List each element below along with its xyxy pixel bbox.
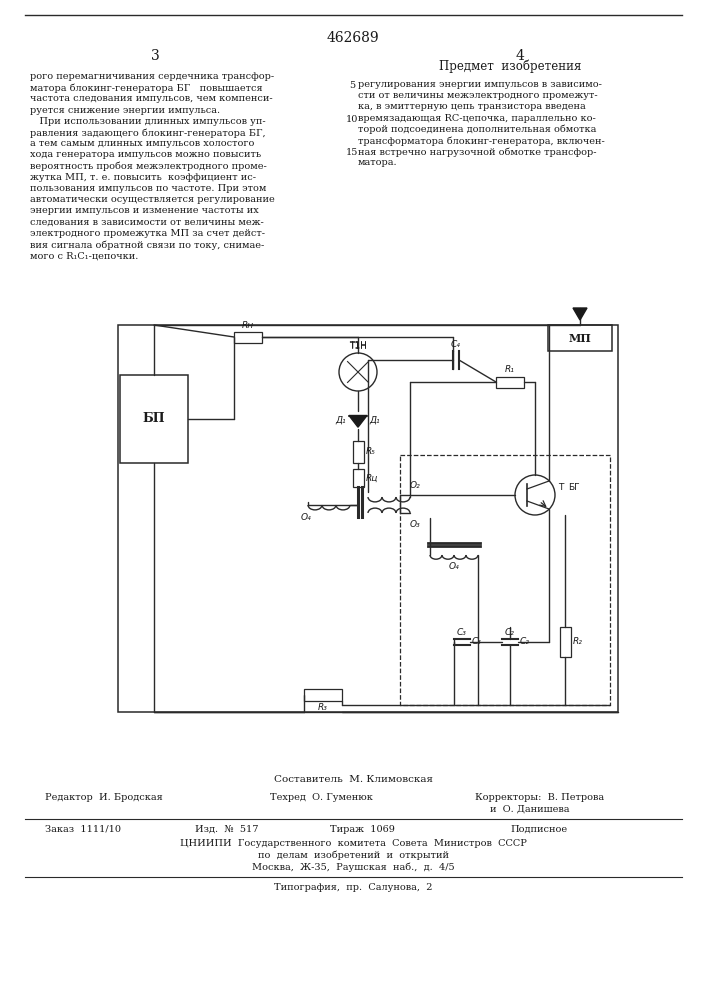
Text: Rн: Rн	[242, 320, 254, 330]
Text: C₂: C₂	[505, 628, 515, 637]
Text: 15: 15	[346, 148, 358, 157]
Bar	[353, 441, 363, 463]
Text: ная встречно нагрузочной обмотке трансфор-: ная встречно нагрузочной обмотке трансфо…	[358, 147, 597, 157]
Text: Типография,  пр.  Салунова,  2: Типография, пр. Салунова, 2	[274, 883, 432, 892]
Text: Тираж  1069: Тираж 1069	[330, 825, 395, 834]
Text: Д₁: Д₁	[335, 416, 346, 424]
Text: хода генератора импульсов можно повысить: хода генератора импульсов можно повысить	[30, 150, 261, 159]
Text: Т: Т	[558, 483, 563, 491]
Text: БГ: БГ	[568, 483, 580, 491]
Text: матора блокинг-генератора БГ   повышается: матора блокинг-генератора БГ повышается	[30, 83, 262, 93]
Bar	[353, 469, 363, 487]
Text: R₅: R₅	[366, 448, 375, 456]
Text: и  О. Данишева: и О. Данишева	[490, 805, 570, 814]
Text: О₄: О₄	[449, 562, 460, 571]
Text: регулирования энергии импульсов в зависимо-: регулирования энергии импульсов в зависи…	[358, 80, 602, 89]
Text: равления задающего блокинг-генератора БГ,: равления задающего блокинг-генератора БГ…	[30, 128, 266, 137]
Text: энергии импульсов и изменение частоты их: энергии импульсов и изменение частоты их	[30, 206, 259, 215]
Text: вероятность пробоя межэлектродного проме-: вероятность пробоя межэлектродного проме…	[30, 162, 267, 171]
Text: трансформатора блокинг-генератора, включен-: трансформатора блокинг-генератора, включ…	[358, 136, 604, 145]
Text: Д₁: Д₁	[369, 416, 380, 424]
Bar	[559, 627, 571, 657]
Text: руется снижение энергии импульса.: руется снижение энергии импульса.	[30, 106, 220, 115]
Text: Предмет  изобретения: Предмет изобретения	[439, 59, 581, 73]
Text: Заказ  1111/10: Заказ 1111/10	[45, 825, 121, 834]
Text: C₃: C₃	[472, 638, 482, 647]
Text: ЦНИИПИ  Государственного  комитета  Совета  Министров  СССР: ЦНИИПИ Государственного комитета Совета …	[180, 839, 527, 848]
Text: R₂: R₂	[573, 638, 583, 647]
Text: матора.: матора.	[358, 158, 397, 167]
Polygon shape	[349, 416, 367, 427]
Text: МП: МП	[568, 332, 591, 344]
Text: рого перемагничивания сердечника трансфор-: рого перемагничивания сердечника трансфо…	[30, 72, 274, 81]
Text: Редактор  И. Бродская: Редактор И. Бродская	[45, 793, 163, 802]
Text: Т1Н: Т1Н	[349, 342, 367, 351]
Text: мого с R₁C₁-цепочки.: мого с R₁C₁-цепочки.	[30, 251, 139, 260]
Text: C₃: C₃	[457, 628, 467, 637]
Text: времязадающая RC-цепочка, параллельно ко-: времязадающая RC-цепочка, параллельно ко…	[358, 114, 596, 123]
Bar	[400, 455, 610, 705]
Text: Москва,  Ж-35,  Раушская  наб.,  д.  4/5: Москва, Ж-35, Раушская наб., д. 4/5	[252, 863, 455, 872]
Text: Rц: Rц	[366, 474, 378, 483]
Text: Составитель  М. Климовская: Составитель М. Климовская	[274, 775, 433, 784]
Bar	[118, 325, 618, 712]
Text: Изд.  №  517: Изд. № 517	[195, 825, 259, 834]
Text: по  делам  изобретений  и  открытий: по делам изобретений и открытий	[257, 851, 448, 860]
Text: R₁: R₁	[505, 365, 515, 374]
Text: автоматически осуществляется регулирование: автоматически осуществляется регулирован…	[30, 195, 275, 204]
Text: 10: 10	[346, 115, 358, 124]
Text: следования в зависимости от величины меж-: следования в зависимости от величины меж…	[30, 218, 264, 227]
Text: C₂: C₂	[520, 638, 530, 647]
Bar	[548, 325, 612, 351]
Text: БП: БП	[143, 412, 165, 426]
Text: 4: 4	[515, 49, 525, 63]
Text: Корректоры:  В. Петрова: Корректоры: В. Петрова	[475, 793, 604, 802]
Text: электродного промежутка МП за счет дейст-: электродного промежутка МП за счет дейст…	[30, 229, 265, 238]
Text: пользования импульсов по частоте. При этом: пользования импульсов по частоте. При эт…	[30, 184, 267, 193]
Text: Техред  О. Гуменюк: Техред О. Гуменюк	[270, 793, 373, 802]
Text: 3: 3	[151, 49, 159, 63]
Text: При использовании длинных импульсов уп-: При использовании длинных импульсов уп-	[30, 117, 266, 126]
Text: 462689: 462689	[327, 31, 380, 45]
Bar	[304, 689, 342, 701]
Polygon shape	[573, 308, 587, 320]
Bar	[120, 375, 188, 463]
Text: 5: 5	[349, 81, 355, 90]
Bar	[496, 376, 524, 387]
Text: вия сигнала обратной связи по току, снимае-: вия сигнала обратной связи по току, сним…	[30, 240, 264, 249]
Bar	[234, 332, 262, 342]
Text: О₃: О₃	[410, 520, 421, 529]
Text: ка, в эмиттерную цепь транзистора введена: ка, в эмиттерную цепь транзистора введен…	[358, 102, 586, 111]
Text: Т1Н: Т1Н	[349, 341, 367, 350]
Text: О₄: О₄	[300, 513, 311, 522]
Text: C₄: C₄	[451, 340, 461, 349]
Text: а тем самым длинных импульсов холостого: а тем самым длинных импульсов холостого	[30, 139, 255, 148]
Text: R₃: R₃	[318, 703, 328, 712]
Text: торой подсоединена дополнительная обмотка: торой подсоединена дополнительная обмотк…	[358, 125, 597, 134]
Text: О₂: О₂	[410, 481, 421, 490]
Text: Подписное: Подписное	[510, 825, 567, 834]
Text: сти от величины межэлектродного промежут-: сти от величины межэлектродного промежут…	[358, 91, 597, 100]
Text: жутка МП, т. е. повысить  коэффициент ис-: жутка МП, т. е. повысить коэффициент ис-	[30, 173, 256, 182]
Text: частота следования импульсов, чем компенси-: частота следования импульсов, чем компен…	[30, 94, 273, 103]
